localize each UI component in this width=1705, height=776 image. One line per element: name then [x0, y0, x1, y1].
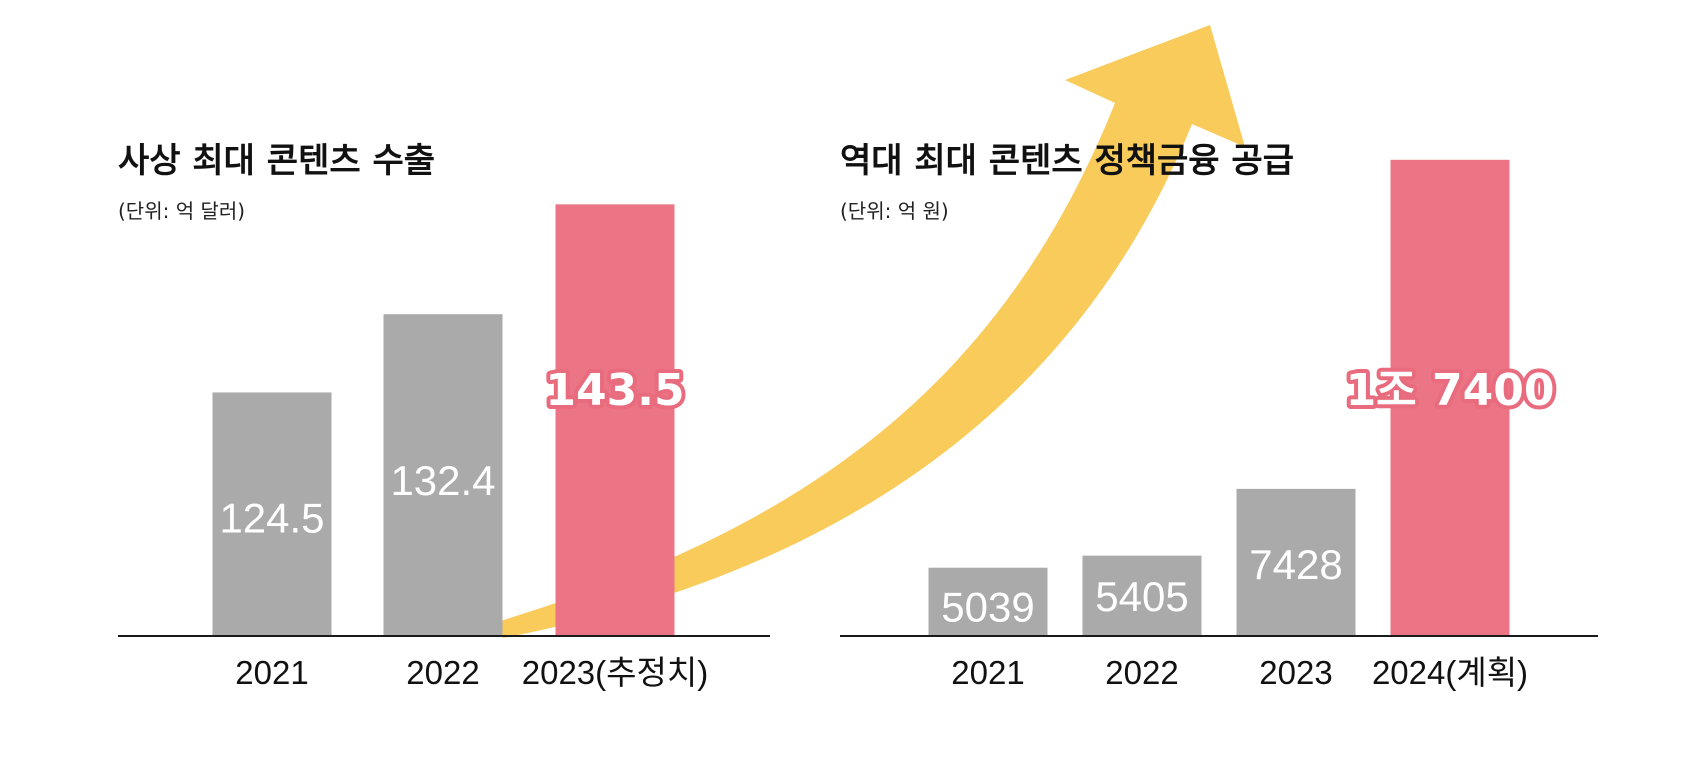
- left-chart-unit: (단위: 억 달러): [118, 199, 245, 223]
- right-value-label-2024(계획): 1조 7400: [1346, 365, 1555, 416]
- right-category-label-2024(계획): 2024(계획): [1372, 654, 1528, 691]
- left-category-label-2023(추정치): 2023(추정치): [522, 654, 708, 691]
- left-bar-2022: [383, 314, 503, 635]
- right-bar-2021: [928, 567, 1048, 635]
- right-bar-2024(계획): [1390, 159, 1510, 636]
- left-value-label-2022: 132.4: [390, 457, 495, 504]
- right-bar-2023: [1236, 488, 1356, 635]
- right-category-label-2023: 2023: [1259, 654, 1332, 691]
- left-bar-2023(추정치): [555, 204, 675, 635]
- left-bars: 124.5 2021 132.4 2022 143.5 2023(추정치): [212, 204, 708, 691]
- right-bar-2022: [1082, 555, 1202, 635]
- right-value-label-2022: 5405: [1095, 573, 1188, 620]
- left-value-label-2021: 124.5: [219, 495, 324, 542]
- left-value-label-2023(추정치): 143.5: [545, 365, 684, 416]
- right-value-label-2021: 5039: [941, 584, 1034, 631]
- right-category-label-2022: 2022: [1105, 654, 1178, 691]
- right-category-label-2021: 2021: [951, 654, 1024, 691]
- left-chart-title: 사상 최대 콘텐츠 수출: [118, 141, 435, 181]
- right-chart-unit: (단위: 억 원): [840, 199, 949, 223]
- left-category-label-2021: 2021: [235, 654, 308, 691]
- right-bars: 5039 2021 5405 2022 7428 2023 1조 7400 2024(계획): [928, 159, 1558, 691]
- growth-arrow-icon: [497, 25, 1245, 638]
- left-bar-2021: [212, 392, 332, 635]
- right-value-label-2023: 7428: [1249, 541, 1342, 588]
- right-chart-title: 역대 최대 콘텐츠 정책금융 공급: [840, 141, 1294, 181]
- left-category-label-2022: 2022: [406, 654, 479, 691]
